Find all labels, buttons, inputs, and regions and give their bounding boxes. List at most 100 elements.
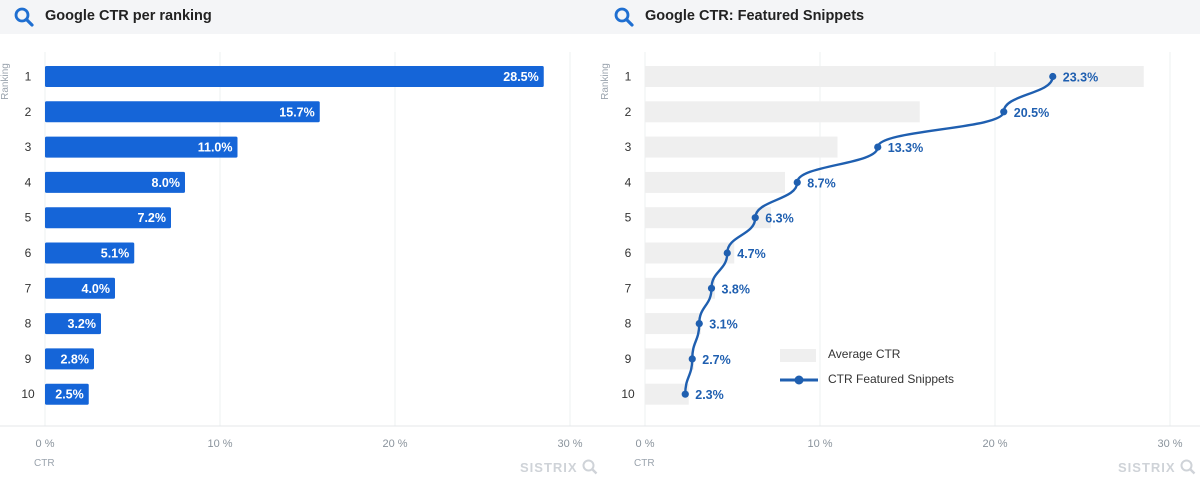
left-y-axis-title: Ranking [0,63,11,100]
left-x-tick-label: 30 % [557,438,582,450]
right-y-category-label: 7 [625,281,632,295]
left-bar-rank-10 [45,383,89,405]
left-x-tick-label: 20 % [382,438,407,450]
right-featured-snippets-value-label: 8.7% [807,176,836,190]
left-bar-value-label: 28.5% [503,70,538,84]
legend-item-average-ctr: Average CTR [780,344,980,364]
right-average-ctr-bar [645,348,694,370]
right-featured-snippets-value-label: 3.8% [722,282,751,296]
left-x-tick-label: 0 % [36,438,55,450]
chart-legend: Average CTR CTR Featured Snippets [780,344,980,394]
right-chart-title: Google CTR: Featured Snippets [645,8,865,24]
right-featured-snippets-point [723,249,731,257]
left-bar-value-label: 11.0% [198,141,233,155]
right-featured-snippets-point [695,320,703,328]
left-y-category-label: 7 [25,281,32,295]
right-featured-snippets-value-label: 6.3% [765,212,794,226]
right-average-ctr-bar [645,66,1144,87]
right-average-ctr-bar [645,101,920,123]
left-chart-panel: 0 % 10 % 20 % 30 % 1 2 3 4 5 6 7 8 9 10 28.5% 15.7% 11.0… [0,0,600,475]
right-average-ctr-bar [645,383,689,405]
right-y-category-label: 6 [625,246,632,260]
right-x-tick-label: 20 % [982,438,1007,450]
right-x-tick-label: 10 % [807,438,832,450]
left-watermark-text: SISTRIX [520,460,578,475]
legend-item-featured-snippets: CTR Featured Snippets [780,369,980,389]
left-y-category-label: 9 [25,352,32,366]
left-bar-rank-4 [45,171,185,193]
right-panel-header: Google CTR: Featured Snippets [600,0,1200,34]
right-featured-snippets-point [688,355,696,363]
legend-swatch-average-ctr [780,349,816,362]
search-icon [14,7,34,27]
right-y-category-label: 1 [625,70,632,84]
right-y-category-label: 3 [625,140,632,154]
right-average-ctr-bar [645,136,838,158]
left-bar-value-label: 5.1% [101,247,130,261]
right-y-category-label: 8 [625,317,632,331]
right-featured-snippets-value-label: 4.7% [737,247,766,261]
right-y-category-label: 5 [625,211,632,225]
left-bar-rank-2 [45,101,320,123]
left-y-category-label: 8 [25,317,32,331]
right-featured-snippets-value-label: 2.3% [695,388,724,402]
watermark-magnifier-icon [582,459,598,475]
legend-label-average-ctr: Average CTR [828,347,901,361]
legend-label-featured-snippets: CTR Featured Snippets [828,372,955,386]
right-featured-snippets-point [1049,72,1057,81]
left-y-category-label: 1 [25,70,32,84]
left-bar-value-label: 7.2% [138,211,167,225]
left-x-axis-title: CTR [34,458,55,469]
right-average-ctr-bar [645,313,701,335]
left-bar-rank-1 [45,66,544,87]
right-average-ctr-bar [645,171,785,193]
left-y-category-label: 6 [25,246,32,260]
right-x-tick-label: 30 % [1157,438,1182,450]
right-y-category-label: 4 [625,175,632,189]
right-featured-snippets-point [751,214,759,222]
left-bar-rank-5 [45,207,171,229]
left-chart-canvas: 0 % 10 % 20 % 30 % 1 2 3 4 5 6 7 8 9 10 28.5% 15.7% 11.0… [0,52,600,450]
left-y-category-label: 4 [25,175,32,189]
left-bar-value-label: 2.5% [55,388,84,402]
left-chart-title: Google CTR per ranking [45,8,212,24]
right-chart-canvas: 0 % 10 % 20 % 30 % 1 2 3 4 5 6 7 8 9 10 23.3% 20.5% 13.3… [600,52,1200,450]
left-bar-rank-6 [45,242,135,264]
left-panel-header: Google CTR per ranking [0,0,600,34]
right-featured-snippets-point [681,390,689,398]
right-featured-snippets-point [874,143,882,151]
right-featured-snippets-value-label: 23.3% [1063,71,1098,85]
right-chart-panel: 0 % 10 % 20 % 30 % 1 2 3 4 5 6 7 8 9 10 23.3% 20.5% 13.3… [600,0,1200,484]
legend-swatch-featured-snippets [780,375,818,385]
watermark-magnifier-icon [1180,459,1196,475]
left-y-category-label: 2 [25,105,32,119]
left-y-category-label: 10 [21,387,35,401]
left-y-category-label: 3 [25,140,32,154]
right-y-category-label: 9 [625,352,632,366]
right-featured-snippets-point [793,178,801,186]
left-bar-value-label: 8.0% [152,176,181,190]
right-featured-snippets-point [1000,108,1008,116]
right-featured-snippets-value-label: 20.5% [1014,106,1049,120]
left-y-category-label: 5 [25,211,32,225]
left-bar-value-label: 3.2% [68,317,97,331]
right-watermark-text: SISTRIX [1118,460,1176,475]
right-watermark-logo: SISTRIX [1118,459,1196,475]
search-icon [614,7,634,27]
left-bar-rank-3 [45,136,238,158]
right-average-ctr-bar [645,277,715,299]
right-y-category-label: 2 [625,105,632,119]
left-watermark-logo: SISTRIX [520,459,598,475]
right-x-axis-title: CTR [634,458,655,469]
right-average-ctr-bar [645,207,771,229]
right-y-category-label: 10 [621,387,635,401]
right-featured-snippets-point [707,284,716,292]
right-x-tick-label: 0 % [636,438,655,450]
right-featured-snippets-value-label: 2.7% [702,353,731,367]
right-featured-snippets-value-label: 13.3% [888,141,923,155]
right-y-axis-title: Ranking [599,63,611,100]
left-bar-rank-9 [45,348,94,370]
left-bar-value-label: 4.0% [82,282,111,296]
left-bar-rank-8 [45,313,101,335]
right-featured-snippets-value-label: 3.1% [709,318,738,332]
